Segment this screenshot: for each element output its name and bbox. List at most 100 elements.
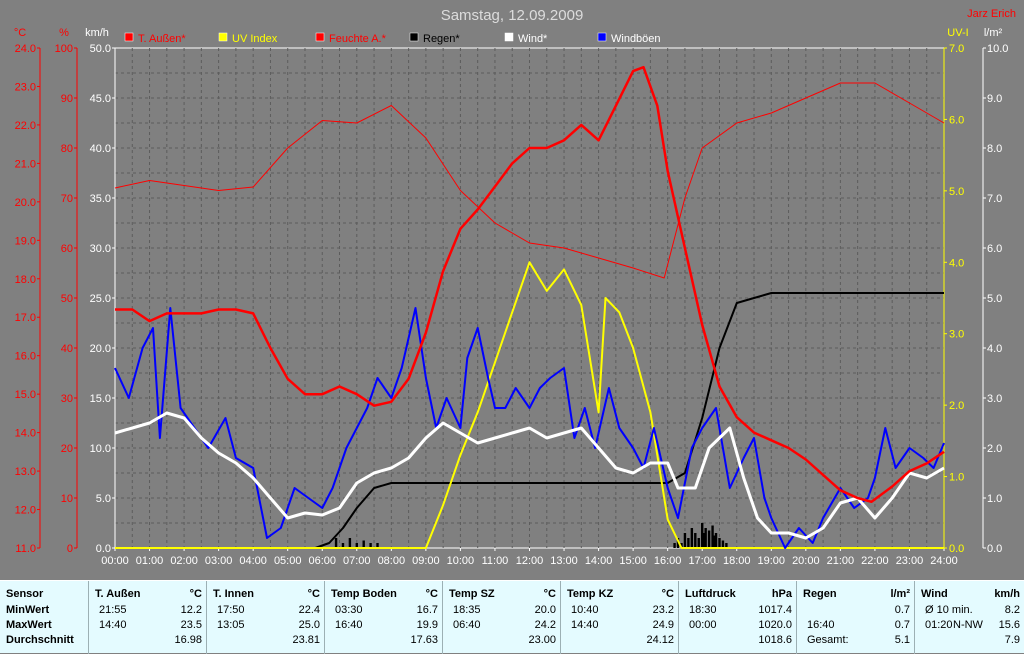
- legend-label: Regen*: [423, 33, 460, 45]
- min-time: 03:30: [335, 604, 363, 616]
- hum-tick-label: 60: [61, 243, 73, 255]
- legend-label: T. Außen*: [138, 33, 186, 45]
- x-tick-label: 07:00: [343, 555, 371, 567]
- legend-swatch: [315, 32, 325, 42]
- axes: 00:00 01:00 02:00 03:00 04:00 05:00 06:00 07:00…: [14, 27, 1009, 567]
- min-value: 12.2: [180, 604, 202, 616]
- temp-tick-label: 12.0: [15, 505, 36, 517]
- rain-bar: [690, 528, 694, 548]
- rain-bar: [718, 538, 721, 548]
- col-unit: l/m²: [890, 588, 910, 600]
- max-value: 0.7: [894, 619, 910, 631]
- temp-tick-label: 11.0: [15, 543, 36, 555]
- rain-bar: [725, 543, 728, 548]
- rain-tick-label: 4.0: [987, 343, 1002, 355]
- rain-bar: [721, 540, 725, 548]
- hum-tick-label: 30: [61, 393, 73, 405]
- rain-bar: [704, 528, 707, 548]
- rain-tick-label: 7.0: [987, 193, 1002, 205]
- legend-swatch: [597, 32, 607, 42]
- min-time: 18:35: [453, 604, 481, 616]
- x-tick-label: 01:00: [136, 555, 164, 567]
- wind-tick-label: 10.0: [90, 443, 111, 455]
- temp-tick-label: 22.0: [15, 120, 36, 132]
- col-unit: °C: [189, 588, 202, 600]
- legend-label: Windböen: [611, 33, 661, 45]
- hum-unit-label: %: [59, 27, 69, 39]
- hum-tick-label: 0: [67, 543, 73, 555]
- x-tick-label: 21:00: [827, 555, 855, 567]
- stats-sensor-column: Sensor MinWert MaxWert Durchschnitt: [0, 581, 88, 654]
- max-time: 14:40: [571, 619, 599, 631]
- hum-tick-label: 70: [61, 193, 73, 205]
- x-tick-label: 04:00: [239, 555, 267, 567]
- min-value: 20.0: [534, 604, 556, 616]
- max-value: 25.0: [298, 619, 320, 631]
- x-tick-label: 14:00: [585, 555, 613, 567]
- legend: T. Außen* UV Index Feuchte A.* Regen* Wind* W…: [124, 32, 661, 45]
- col-name: Wind: [921, 588, 948, 600]
- hum-tick-label: 10: [61, 493, 73, 505]
- rain-bar: [673, 543, 676, 548]
- hum-tick-label: 90: [61, 93, 73, 105]
- temp-tick-label: 24.0: [15, 43, 36, 55]
- x-tick-label: 08:00: [378, 555, 406, 567]
- min-value: 0.7: [894, 604, 910, 616]
- rain-bar: [341, 543, 345, 548]
- uv-tick-label: 1.0: [949, 472, 964, 484]
- legend-swatch: [504, 32, 514, 42]
- min-time: Ø 10 min.: [925, 604, 973, 616]
- max-time: 01:20: [925, 619, 953, 631]
- max-value: 19.9: [416, 619, 438, 631]
- stats-col-temp-sz: Temp SZ °C 18:35 20.0 06:40 24.2 23.00: [442, 581, 560, 654]
- row-label-avg: Durchschnitt: [6, 634, 74, 646]
- uv-tick-label: 0.0: [949, 543, 964, 555]
- max-time: 14:40: [99, 619, 127, 631]
- rain-tick-label: 1.0: [987, 493, 1002, 505]
- hum-tick-label: 80: [61, 143, 73, 155]
- min-time: 18:30: [689, 604, 717, 616]
- rain-bar: [713, 535, 716, 548]
- col-unit: hPa: [771, 588, 792, 600]
- hum-tick-label: 100: [55, 43, 73, 55]
- x-tick-label: 05:00: [274, 555, 302, 567]
- col-name: Luftdruck: [685, 588, 736, 600]
- x-tick-label: 16:00: [654, 555, 682, 567]
- legend-label: Feuchte A.*: [329, 33, 387, 45]
- stats-col-luftdruck: Luftdruck hPa 18:30 1017.4 00:00 1020.0 101…: [678, 581, 796, 654]
- col-unit: °C: [543, 588, 556, 600]
- stats-col-t-innen: T. Innen °C 17:50 22.4 13:05 25.0 23.81: [206, 581, 324, 654]
- temp-tick-label: 17.0: [15, 312, 36, 324]
- min-value: 16.7: [416, 604, 438, 616]
- x-tick-label: 19:00: [758, 555, 786, 567]
- col-name: Temp Boden: [331, 588, 397, 600]
- temp-tick-label: 13.0: [15, 466, 36, 478]
- rain-bar: [707, 530, 711, 548]
- hum-tick-label: 40: [61, 343, 73, 355]
- x-tick-label: 06:00: [308, 555, 336, 567]
- wind-tick-label: 25.0: [90, 293, 111, 305]
- temp-tick-label: 20.0: [15, 197, 36, 209]
- legend-label: UV Index: [232, 33, 278, 45]
- stats-col-wind: Wind km/h Ø 10 min. 8.2 01:20 N-NW 15.6 7.9: [914, 581, 1024, 654]
- wind-line: [114, 411, 945, 540]
- rain-bar: [362, 540, 365, 548]
- rain-bar: [334, 538, 338, 548]
- temp-tick-label: 19.0: [15, 235, 36, 247]
- wind-tick-label: 45.0: [90, 93, 111, 105]
- avg-value: 16.98: [174, 634, 202, 646]
- legend-label: Wind*: [518, 33, 548, 45]
- min-time: 21:55: [99, 604, 127, 616]
- temp-unit-label: °C: [14, 27, 26, 39]
- col-name: Regen: [803, 588, 837, 600]
- max-value: 1020.0: [758, 619, 792, 631]
- min-value: 8.2: [1004, 604, 1020, 616]
- col-name: T. Innen: [213, 588, 254, 600]
- temp-tick-label: 18.0: [15, 274, 36, 286]
- uv-tick-label: 3.0: [949, 329, 964, 341]
- legend-swatch: [218, 32, 228, 42]
- temp-tick-label: 23.0: [15, 81, 36, 93]
- x-tick-label: 10:00: [447, 555, 475, 567]
- uv-unit-label: UV-I: [947, 27, 968, 39]
- rain-tick-label: 10.0: [987, 43, 1008, 55]
